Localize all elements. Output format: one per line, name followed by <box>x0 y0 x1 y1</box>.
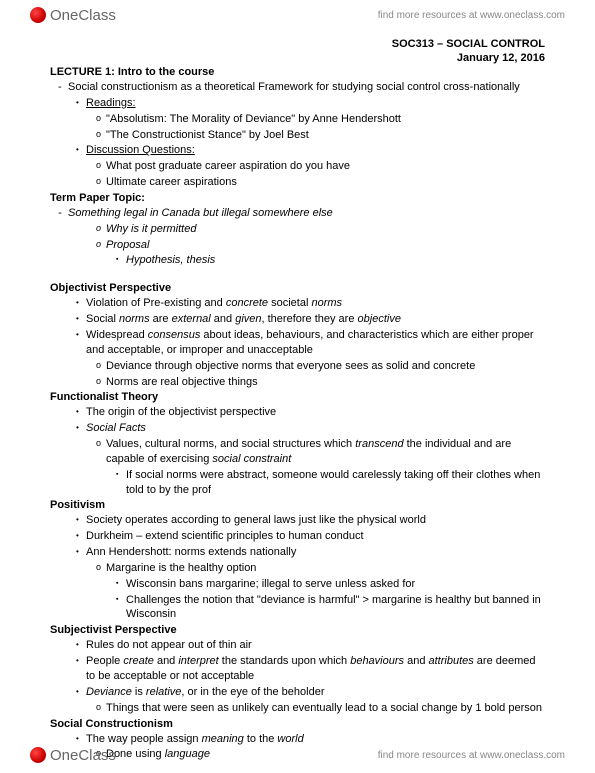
subjectivist-heading: Subjectivist Perspective <box>50 624 545 636</box>
positivism-heading: Positivism <box>50 499 545 511</box>
intro-list: Social constructionism as a theoretical … <box>50 80 545 190</box>
objectivist-heading: Objectivist Perspective <box>50 282 545 294</box>
discussion-label: Discussion Questions: <box>50 143 545 158</box>
list-item: "The Constructionist Stance" by Joel Bes… <box>50 128 545 143</box>
logo-icon <box>30 7 46 23</box>
constructionism-heading: Social Constructionism <box>50 718 545 730</box>
list-item: Social norms are external and given, the… <box>50 312 545 327</box>
objectivist-list: Violation of Pre-existing and concrete s… <box>50 296 545 389</box>
footer-logo-text: OneClass <box>50 747 116 764</box>
readings-label: Readings: <box>50 96 545 111</box>
list-item: What post graduate career aspiration do … <box>50 159 545 174</box>
header-link[interactable]: find more resources at www.oneclass.com <box>378 10 565 21</box>
document-content: SOC313 – SOCIAL CONTROL January 12, 2016… <box>0 30 595 773</box>
list-item: Violation of Pre-existing and concrete s… <box>50 296 545 311</box>
list-item: Something legal in Canada but illegal so… <box>50 206 545 221</box>
term-paper-heading: Term Paper Topic: <box>50 192 545 204</box>
list-item: Norms are real objective things <box>50 375 545 390</box>
functionalist-heading: Functionalist Theory <box>50 391 545 403</box>
list-item: Hypothesis, thesis <box>50 253 545 268</box>
list-item: Wisconsin bans margarine; illegal to ser… <box>50 577 545 592</box>
list-item: Values, cultural norms, and social struc… <box>50 437 545 467</box>
list-item: Deviance through objective norms that ev… <box>50 359 545 374</box>
positivism-list: Society operates according to general la… <box>50 513 545 622</box>
list-item: Widespread consensus about ideas, behavi… <box>50 328 545 358</box>
list-item: Ann Hendershott: norms extends nationall… <box>50 545 545 560</box>
list-item: Society operates according to general la… <box>50 513 545 528</box>
page-header: OneClass find more resources at www.onec… <box>0 0 595 30</box>
list-item: Social Facts <box>50 421 545 436</box>
list-item: Challenges the notion that "deviance is … <box>50 593 545 623</box>
list-item: If social norms were abstract, someone w… <box>50 468 545 498</box>
footer-logo: OneClass <box>30 747 116 764</box>
lecture-title: LECTURE 1: Intro to the course <box>50 66 545 78</box>
list-item: Deviance is relative, or in the eye of t… <box>50 685 545 700</box>
logo: OneClass <box>30 7 116 24</box>
logo-text: OneClass <box>50 7 116 24</box>
list-item: The origin of the objectivist perspectiv… <box>50 405 545 420</box>
list-item: Proposal <box>50 238 545 253</box>
list-item: People create and interpret the standard… <box>50 654 545 684</box>
list-item: Why is it permitted <box>50 222 545 237</box>
functionalist-list: The origin of the objectivist perspectiv… <box>50 405 545 497</box>
course-code: SOC313 – SOCIAL CONTROL <box>50 38 545 50</box>
list-item: Margarine is the healthy option <box>50 561 545 576</box>
list-item: Ultimate career aspirations <box>50 175 545 190</box>
subjectivist-list: Rules do not appear out of thin air Peop… <box>50 638 545 715</box>
list-item: Social constructionism as a theoretical … <box>50 80 545 95</box>
list-item: Rules do not appear out of thin air <box>50 638 545 653</box>
term-paper-list: Something legal in Canada but illegal so… <box>50 206 545 268</box>
list-item: "Absolutism: The Morality of Deviance" b… <box>50 112 545 127</box>
course-date: January 12, 2016 <box>50 52 545 64</box>
list-item: Durkheim – extend scientific principles … <box>50 529 545 544</box>
list-item: Things that were seen as unlikely can ev… <box>50 701 545 716</box>
page-footer: OneClass find more resources at www.onec… <box>0 740 595 770</box>
logo-icon <box>30 747 46 763</box>
footer-link[interactable]: find more resources at www.oneclass.com <box>378 750 565 761</box>
